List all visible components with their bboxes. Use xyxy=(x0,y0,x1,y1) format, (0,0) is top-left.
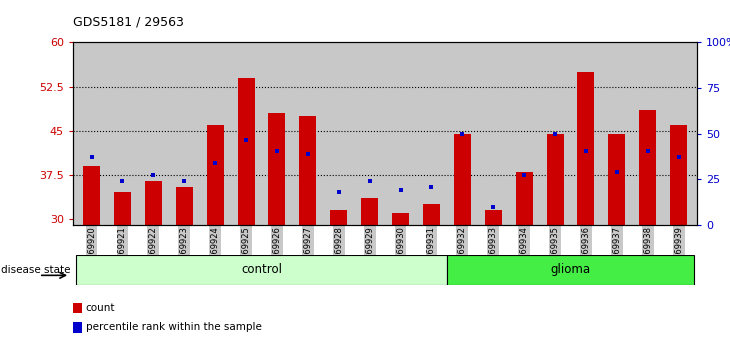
Bar xyxy=(76,255,447,285)
Bar xyxy=(237,78,255,225)
Bar xyxy=(547,133,564,225)
Bar xyxy=(447,255,694,285)
Bar xyxy=(577,72,594,225)
Bar xyxy=(299,116,316,225)
Bar xyxy=(392,213,409,225)
Bar xyxy=(361,198,378,225)
Text: GDS5181 / 29563: GDS5181 / 29563 xyxy=(73,16,184,29)
Bar xyxy=(454,133,471,225)
Bar xyxy=(423,204,440,225)
Bar xyxy=(207,125,223,225)
Text: percentile rank within the sample: percentile rank within the sample xyxy=(86,322,261,332)
Bar xyxy=(515,172,533,225)
Text: disease state: disease state xyxy=(1,265,70,275)
Bar xyxy=(114,193,131,225)
Bar xyxy=(330,210,347,225)
Bar xyxy=(145,181,162,225)
Bar xyxy=(73,322,82,333)
Text: count: count xyxy=(86,303,115,313)
Text: glioma: glioma xyxy=(550,263,591,276)
Bar xyxy=(176,187,193,225)
Bar xyxy=(485,210,502,225)
Bar xyxy=(73,303,82,313)
Bar xyxy=(608,133,626,225)
Text: control: control xyxy=(241,263,282,276)
Bar xyxy=(83,166,100,225)
Bar xyxy=(269,113,285,225)
Bar xyxy=(639,110,656,225)
Bar xyxy=(670,125,687,225)
